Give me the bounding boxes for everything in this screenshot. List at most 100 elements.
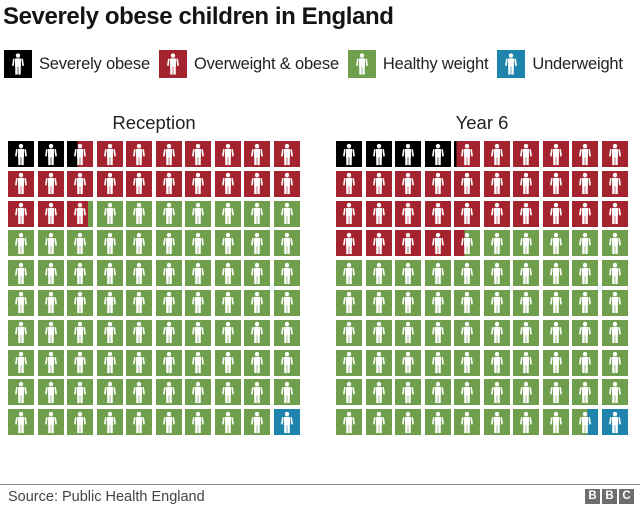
person-cell [37, 319, 64, 346]
person-icon [103, 143, 116, 165]
person-cell [513, 260, 540, 287]
person-cell [244, 141, 271, 167]
person-icon [280, 262, 293, 284]
person-cell [336, 409, 363, 436]
person-icon [221, 232, 234, 254]
person-cell [67, 200, 94, 227]
person-icon [162, 322, 175, 344]
person-icon [490, 322, 503, 344]
person-cell [126, 170, 153, 197]
person-cell [96, 170, 123, 197]
person-cell [185, 379, 212, 406]
person-icon [280, 351, 293, 374]
person-cell [8, 260, 35, 287]
person-icon [44, 292, 57, 314]
person-icon [490, 232, 503, 254]
person-icon [44, 411, 57, 433]
person-cell [365, 409, 392, 436]
person-cell [244, 230, 271, 257]
person-icon [343, 411, 356, 433]
person-icon [44, 262, 57, 284]
person-icon [343, 173, 356, 195]
person-cell [244, 379, 271, 406]
person-cell [483, 349, 510, 376]
person-cell [424, 230, 451, 257]
person-cell [37, 141, 64, 167]
person-icon [15, 262, 28, 284]
person-icon [133, 262, 146, 284]
person-cell [454, 319, 481, 346]
person-icon [431, 381, 444, 403]
person-icon [402, 381, 415, 403]
person-icon [133, 292, 146, 314]
person-cell [37, 289, 64, 316]
person-icon [192, 292, 205, 314]
reception-waffle-grid [8, 141, 300, 436]
person-cell [513, 319, 540, 346]
person-cell [395, 379, 422, 406]
person-cell [126, 141, 153, 167]
person-icon [74, 381, 87, 403]
person-cell [395, 141, 422, 167]
person-cell [513, 230, 540, 257]
person-cell [395, 230, 422, 257]
person-icon [461, 202, 474, 225]
person-cell [365, 349, 392, 376]
person-cell [454, 379, 481, 406]
person-cell [214, 409, 241, 436]
person-icon [520, 202, 533, 225]
person-icon [192, 381, 205, 403]
person-icon [74, 411, 87, 433]
legend-item: Overweight & obese [158, 50, 339, 78]
person-icon [402, 202, 415, 225]
person-cell [244, 260, 271, 287]
person-cell [483, 289, 510, 316]
person-icon [133, 202, 146, 225]
person-icon [15, 411, 28, 433]
person-icon [251, 173, 264, 195]
person-icon [608, 411, 621, 433]
person-icon [490, 351, 503, 374]
person-cell [185, 230, 212, 257]
person-cell [424, 349, 451, 376]
person-icon [74, 351, 87, 374]
person-cell [37, 230, 64, 257]
person-cell [37, 409, 64, 436]
person-icon [192, 173, 205, 195]
person-cell [185, 289, 212, 316]
person-cell [8, 349, 35, 376]
person-icon [251, 232, 264, 254]
person-icon [372, 232, 385, 254]
person-cell [273, 230, 300, 257]
person-cell [244, 349, 271, 376]
person-icon [15, 381, 28, 403]
person-icon [549, 232, 562, 254]
person-cell [8, 409, 35, 436]
person-icon [372, 143, 385, 165]
person-cell [542, 289, 569, 316]
person-icon [74, 143, 87, 165]
person-icon [431, 351, 444, 374]
person-icon [343, 202, 356, 225]
person-icon [15, 351, 28, 374]
person-cell [96, 409, 123, 436]
person-icon [280, 381, 293, 403]
person-cell [542, 379, 569, 406]
person-cell [214, 230, 241, 257]
legend-label: Severely obese [39, 54, 150, 73]
person-cell [601, 349, 628, 376]
year-6-chart-title: Year 6 [455, 112, 509, 133]
person-icon [44, 202, 57, 225]
person-icon [579, 232, 592, 254]
person-cell [454, 349, 481, 376]
person-icon [103, 381, 116, 403]
person-icon [608, 292, 621, 314]
person-cell [572, 319, 599, 346]
person-icon [549, 292, 562, 314]
person-icon [133, 351, 146, 374]
person-icon [103, 322, 116, 344]
person-cell [483, 319, 510, 346]
person-icon [192, 202, 205, 225]
person-icon [133, 381, 146, 403]
person-icon [103, 202, 116, 225]
